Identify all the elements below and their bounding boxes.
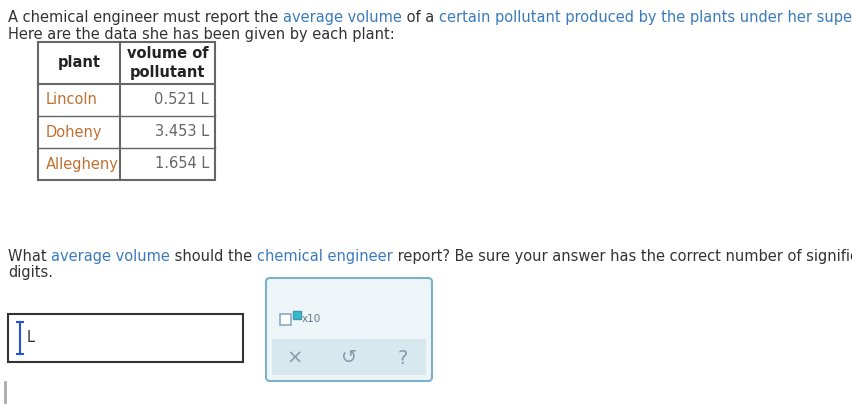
Text: ×: × <box>286 348 302 368</box>
Text: ?: ? <box>397 348 408 368</box>
Text: average volume: average volume <box>283 10 401 25</box>
Text: should the: should the <box>170 249 256 264</box>
Text: 0.521 L: 0.521 L <box>154 92 209 107</box>
Text: What: What <box>8 249 51 264</box>
Bar <box>8 314 243 362</box>
FancyBboxPatch shape <box>266 278 431 381</box>
Text: Here are the data she has been given by each plant:: Here are the data she has been given by … <box>8 27 394 42</box>
Text: chemical engineer: chemical engineer <box>256 249 392 264</box>
Text: A chemical engineer must report the: A chemical engineer must report the <box>8 10 283 25</box>
Bar <box>272 339 425 375</box>
Text: of a: of a <box>401 10 438 25</box>
Text: digits.: digits. <box>8 265 53 280</box>
Text: certain pollutant produced by the plants under her supervisio: certain pollutant produced by the plants… <box>438 10 852 25</box>
Text: average volume: average volume <box>51 249 170 264</box>
Text: x10: x10 <box>302 315 321 324</box>
Text: volume of
pollutant: volume of pollutant <box>127 46 208 80</box>
Text: report? Be sure your answer has the correct number of significant: report? Be sure your answer has the corr… <box>392 249 852 264</box>
Text: Allegheny: Allegheny <box>46 157 118 171</box>
Text: 3.453 L: 3.453 L <box>155 125 209 140</box>
Bar <box>292 311 301 319</box>
Bar <box>38 42 215 180</box>
Text: ↺: ↺ <box>341 348 357 368</box>
Text: 1.654 L: 1.654 L <box>154 157 209 171</box>
Text: L: L <box>27 330 35 346</box>
Text: plant: plant <box>57 55 101 70</box>
Text: Lincoln: Lincoln <box>46 92 98 107</box>
Text: Doheny: Doheny <box>46 125 102 140</box>
Bar <box>279 314 291 325</box>
